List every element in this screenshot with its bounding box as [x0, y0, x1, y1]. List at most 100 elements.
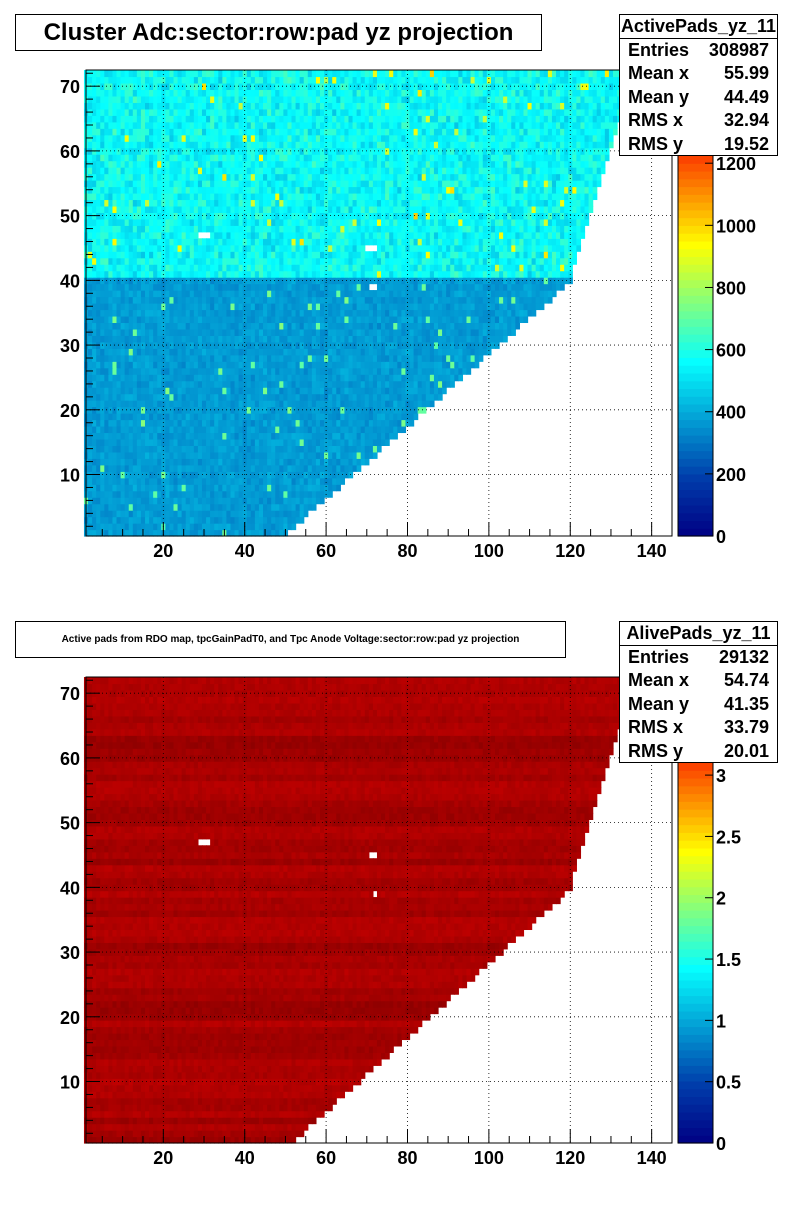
heatmap-cell: [364, 425, 370, 434]
heatmap-cell: [214, 523, 219, 531]
heatmap-cell: [291, 419, 297, 427]
heatmap-cell: [254, 231, 260, 239]
heatmap-cell: [376, 354, 382, 362]
heatmap-cell: [112, 380, 118, 388]
heatmap-cell: [303, 458, 309, 466]
heatmap-cell: [193, 529, 199, 537]
heatmap-cell: [303, 238, 309, 246]
heatmap-cell: [417, 406, 423, 414]
heatmap-cell: [385, 192, 390, 201]
heatmap-cell: [393, 296, 398, 304]
heatmap-cell: [254, 296, 260, 304]
heatmap-cell: [185, 212, 191, 220]
heatmap-cell: [401, 341, 407, 349]
heatmap-cell: [136, 251, 142, 259]
heatmap-cell: [181, 490, 187, 498]
heatmap-cell: [136, 244, 142, 252]
heatmap-cell: [226, 296, 232, 304]
heatmap-cell: [108, 380, 114, 388]
heatmap-cell: [242, 374, 248, 382]
heatmap-cell: [201, 458, 207, 466]
heatmap-cell: [348, 290, 354, 298]
heatmap-cell: [145, 238, 150, 246]
heatmap-cell: [189, 413, 195, 421]
heatmap-cell: [181, 380, 187, 388]
heatmap-cell: [368, 354, 374, 362]
heatmap-cell: [165, 341, 171, 349]
heatmap-cell: [295, 264, 301, 272]
heatmap-cell: [206, 361, 211, 369]
heatmap-cell: [271, 225, 276, 233]
heatmap-cell: [315, 264, 321, 272]
heatmap-cell: [197, 464, 203, 472]
heatmap-cell: [124, 231, 130, 239]
heatmap-cell: [120, 348, 126, 356]
heatmap-cell: [283, 400, 289, 408]
heatmap-cell: [336, 374, 341, 382]
heatmap-cell: [279, 283, 284, 291]
heatmap-cell: [104, 367, 109, 375]
heatmap-cell: [417, 212, 423, 220]
heatmap-cell: [132, 425, 138, 434]
heatmap-cell: [149, 464, 154, 472]
heatmap-cell: [92, 251, 97, 259]
heatmap-cell: [92, 348, 97, 356]
heatmap-cell: [527, 303, 533, 311]
heatmap-cell: [112, 199, 118, 207]
heatmap-cell: [389, 341, 394, 349]
heatmap-cell: [218, 309, 223, 317]
heatmap-cell: [128, 503, 134, 511]
heatmap-cell: [149, 510, 154, 518]
heatmap-cell: [291, 445, 297, 453]
heatmap-cell: [340, 348, 346, 356]
heatmap-cell: [120, 315, 126, 324]
heatmap-cell: [454, 218, 459, 226]
heatmap-cell: [299, 503, 305, 511]
heatmap-cell: [446, 315, 451, 324]
heatmap-cell: [409, 290, 415, 298]
heatmap-cell: [364, 322, 370, 330]
heatmap-cell: [291, 387, 297, 395]
heatmap-cell: [201, 296, 207, 304]
heatmap-cell: [116, 264, 122, 272]
heatmap-cell: [222, 445, 227, 453]
heatmap-cell: [425, 199, 431, 207]
heatmap-cell: [161, 341, 166, 349]
heatmap-cell: [470, 348, 476, 356]
heatmap-cell: [458, 315, 464, 324]
heatmap-cell: [299, 354, 305, 362]
heatmap-cell: [499, 251, 504, 259]
heatmap-cell: [283, 438, 289, 446]
heatmap-cell: [206, 315, 211, 324]
heatmap-cell: [385, 432, 390, 440]
heatmap-cell: [307, 393, 313, 401]
heatmap-cell: [283, 218, 289, 226]
heatmap-cell: [287, 348, 293, 356]
heatmap-cell: [169, 199, 175, 207]
heatmap-cell: [153, 393, 158, 401]
heatmap-cell: [120, 425, 126, 434]
heatmap-cell: [250, 238, 256, 246]
heatmap-cell: [193, 393, 199, 401]
heatmap-cell: [96, 438, 101, 446]
heatmap-cell: [275, 497, 280, 505]
heatmap-cell: [287, 458, 293, 466]
heatmap-cell: [535, 251, 541, 259]
heatmap-cell: [324, 451, 329, 459]
heatmap-cell: [161, 400, 166, 408]
heatmap-cell: [527, 290, 533, 298]
heatmap-cell: [356, 367, 362, 375]
heatmap-cell: [291, 490, 297, 498]
heatmap-cell: [425, 328, 431, 336]
heatmap-cell: [482, 231, 488, 239]
heatmap-cell: [462, 238, 468, 246]
heatmap-cell: [242, 192, 248, 201]
heatmap-cell: [490, 296, 496, 304]
heatmap-cell: [531, 303, 537, 311]
heatmap-cell: [543, 296, 549, 304]
heatmap-cell: [458, 231, 464, 239]
heatmap-cell: [136, 309, 142, 317]
heatmap-cell: [364, 283, 370, 291]
heatmap-cell: [124, 315, 130, 324]
heatmap-cell: [564, 205, 569, 213]
